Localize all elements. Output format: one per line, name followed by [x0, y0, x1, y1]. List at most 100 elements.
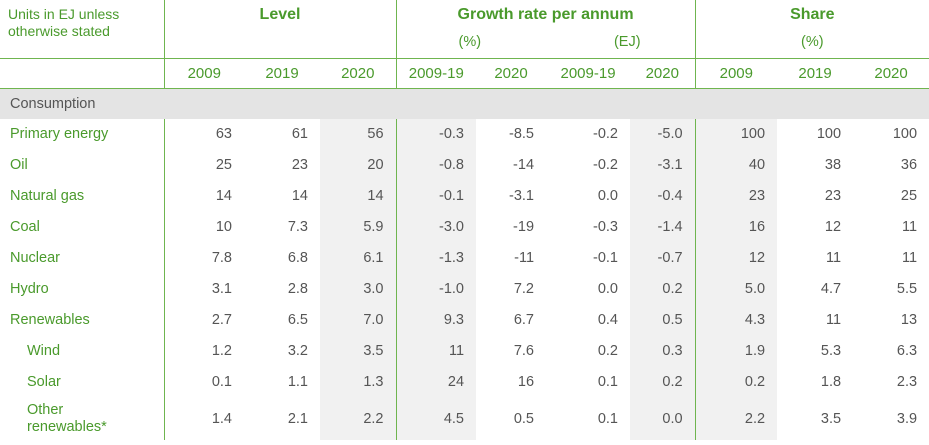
- table-cell: 0.0: [546, 273, 631, 305]
- table-cell: 0.3: [630, 335, 696, 367]
- table-cell: 11: [853, 242, 929, 274]
- row-label: Renewables: [0, 304, 164, 336]
- table-row: Renewables 2.7 6.5 7.0 9.3 6.7 0.4 0.5 4.3 11 13: [0, 304, 929, 336]
- table-cell: 0.1: [546, 366, 631, 398]
- table-cell: -0.1: [395, 180, 477, 212]
- table-cell: 3.9: [853, 397, 929, 440]
- table-cell: 1.2: [163, 335, 244, 367]
- table-cell: -0.3: [546, 211, 631, 243]
- table-cell: 3.5: [777, 397, 854, 440]
- table-cell: 23: [694, 180, 778, 212]
- table-cell: -3.1: [476, 180, 547, 212]
- table-cell: -3.1: [630, 149, 696, 181]
- table-row: Nuclear 7.8 6.8 6.1 -1.3 -11 -0.1 -0.7 12 11 11: [0, 242, 929, 274]
- table-row: Oil 25 23 20 -0.8 -14 -0.2 -3.1 40 38 36: [0, 149, 929, 181]
- table-cell: 4.5: [395, 397, 477, 440]
- table-cell: 12: [694, 242, 778, 274]
- table-cell: 0.2: [546, 335, 631, 367]
- table-cell: 7.8: [163, 242, 244, 274]
- table-cell: -1.3: [395, 242, 477, 274]
- level-title: Level: [259, 6, 301, 23]
- table-cell: -0.8: [395, 149, 477, 181]
- table-cell: 100: [853, 118, 929, 150]
- table-cell: 13: [853, 304, 929, 336]
- row-label: Nuclear: [0, 242, 164, 274]
- table-cell: 56: [320, 118, 397, 150]
- table-row: Primary energy 63 61 56 -0.3 -8.5 -0.2 -5.0 100 1…: [0, 118, 929, 150]
- table-cell: 1.4: [163, 397, 244, 440]
- table-cell: 0.0: [630, 397, 696, 440]
- table-row: Solar 0.1 1.1 1.3 24 16 0.1 0.2 0.2 1.8 2.3: [0, 366, 929, 398]
- table-cell: -0.2: [546, 118, 631, 150]
- table-cell: 61: [244, 118, 320, 150]
- table-cell: -0.1: [546, 242, 631, 274]
- growth-title: Growth rate per annum: [457, 6, 634, 23]
- table-cell: 3.0: [320, 273, 397, 305]
- table-cell: 0.4: [546, 304, 631, 336]
- table-row: Hydro 3.1 2.8 3.0 -1.0 7.2 0.0 0.2 5.0 4.7 5.5: [0, 273, 929, 305]
- row-label: Other renewables*: [0, 397, 164, 440]
- row-label: Wind: [0, 335, 164, 367]
- row-label: Coal: [0, 211, 164, 243]
- year-header-share-2019: 2019: [777, 57, 854, 89]
- table-cell: 2.7: [163, 304, 244, 336]
- year-header-blank: [0, 57, 164, 89]
- table-row: Natural gas 14 14 14 -0.1 -3.1 0.0 -0.4 23 23 25: [0, 180, 929, 212]
- table-cell: 11: [777, 304, 854, 336]
- year-header-growth-pct-2020: 2020: [476, 57, 547, 89]
- units-note-line1: Units in EJ unless: [8, 6, 120, 22]
- growth-ej-unit: (EJ): [613, 34, 641, 50]
- units-note: Units in EJ unless otherwise stated: [0, 0, 164, 58]
- table-cell: 11: [853, 211, 929, 243]
- table-cell: 7.6: [476, 335, 547, 367]
- table-cell: 1.9: [694, 335, 778, 367]
- table-cell: 11: [395, 335, 477, 367]
- table-cell: 7.0: [320, 304, 397, 336]
- table-cell: 23: [244, 149, 320, 181]
- table-cell: 12: [777, 211, 854, 243]
- table-row: Coal 10 7.3 5.9 -3.0 -19 -0.3 -1.4 16 12 11: [0, 211, 929, 243]
- share-pct-unit: (%): [801, 34, 824, 50]
- table-cell: 4.7: [777, 273, 854, 305]
- year-header-level-2009: 2009: [163, 57, 244, 89]
- table-cell: -0.3: [395, 118, 477, 150]
- table-body: Primary energy 63 61 56 -0.3 -8.5 -0.2 -5.0 100 1…: [0, 118, 929, 440]
- table-cell: 0.5: [630, 304, 696, 336]
- table-cell: 6.1: [320, 242, 397, 274]
- year-header-level-2019: 2019: [244, 57, 320, 89]
- table-cell: 10: [163, 211, 244, 243]
- table-cell: 2.2: [694, 397, 778, 440]
- table-cell: 6.7: [476, 304, 547, 336]
- table-cell: 38: [777, 149, 854, 181]
- table-cell: 14: [163, 180, 244, 212]
- table-cell: 1.1: [244, 366, 320, 398]
- table-cell: 2.8: [244, 273, 320, 305]
- section-consumption: Consumption: [0, 88, 929, 119]
- table-cell: 7.3: [244, 211, 320, 243]
- table-cell: 9.3: [395, 304, 477, 336]
- table-cell: 0.0: [546, 180, 631, 212]
- table-cell: 4.3: [694, 304, 778, 336]
- table-cell: 5.3: [777, 335, 854, 367]
- table-cell: -14: [476, 149, 547, 181]
- table-cell: 2.1: [244, 397, 320, 440]
- table-cell: -0.4: [630, 180, 696, 212]
- table-cell: 6.3: [853, 335, 929, 367]
- level-header: Level: [163, 0, 397, 58]
- table-cell: 1.8: [777, 366, 854, 398]
- table-cell: 3.1: [163, 273, 244, 305]
- table-cell: 6.8: [244, 242, 320, 274]
- table-cell: -1.4: [630, 211, 696, 243]
- year-header-share-2009: 2009: [694, 57, 778, 89]
- table-cell: 7.2: [476, 273, 547, 305]
- table-cell: 23: [777, 180, 854, 212]
- row-label: Solar: [0, 366, 164, 398]
- table-cell: 16: [694, 211, 778, 243]
- table-cell: -5.0: [630, 118, 696, 150]
- table-cell: 0.2: [630, 273, 696, 305]
- year-header-growth-pct-2009-19: 2009-19: [395, 57, 477, 89]
- share-header: Share (%): [694, 0, 929, 58]
- table-cell: -8.5: [476, 118, 547, 150]
